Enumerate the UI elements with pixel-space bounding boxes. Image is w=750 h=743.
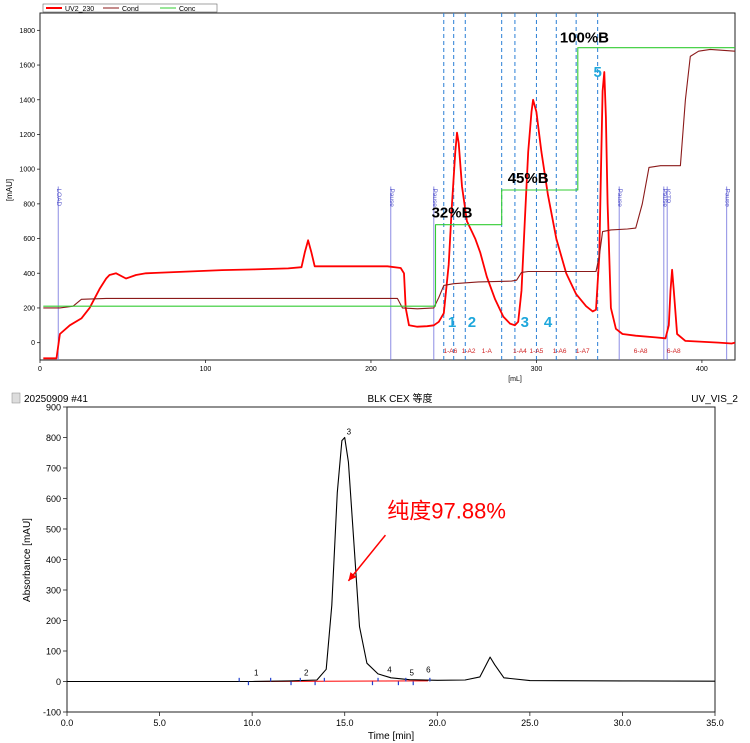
bottom-header-left: 20250909 #41: [24, 394, 88, 405]
top-x-tick-label: 200: [365, 366, 377, 373]
bottom-peak-label: 3: [347, 427, 352, 436]
bottom-axis-ticks: -100 0 100 200 300 400 500 600 700 800 900 0.0 5.0 10…: [43, 403, 724, 729]
bottom-x-tick-label: 5.0: [153, 718, 166, 728]
legend-label-cond: Cond: [122, 6, 139, 13]
top-annotation-label: 32%B: [432, 205, 473, 222]
top-annotation-label: 45%B: [508, 170, 549, 187]
bottom-x-tick-label: 35.0: [706, 718, 724, 728]
bottom-peak-label: 5: [410, 668, 415, 677]
top-legend-box: [42, 3, 218, 13]
top-y-tick-label: 800: [23, 201, 35, 208]
top-marker-label: Pause: [661, 189, 668, 208]
top-fraction-label: 1-A2: [462, 348, 476, 355]
top-annotation-label: 5: [593, 64, 601, 81]
top-series-line: [43, 48, 736, 310]
top-fraction-label: 1-A6: [553, 348, 567, 355]
top-y-tick-label: 0: [31, 340, 35, 347]
top-marker-label: Pause: [616, 189, 623, 208]
top-marker-label: Pause: [724, 189, 731, 208]
bottom-y-tick-label: 700: [46, 464, 61, 474]
top-y-tick-label: 600: [23, 236, 35, 243]
top-annotation-label: 100%B: [560, 29, 609, 46]
top-annotations: 32%B 45%B 100%B 1 2 3 4 5: [432, 29, 610, 331]
top-annotation-label: 4: [544, 314, 553, 331]
top-marker-label: LOAD: [55, 189, 62, 207]
top-fraction-label: 1-A5: [530, 348, 544, 355]
bottom-purity-arrowhead: [348, 572, 357, 581]
top-fraction-label: 6-A8: [667, 348, 681, 355]
bottom-peak-label: 2: [304, 668, 309, 677]
bottom-x-tick-label: 20.0: [429, 718, 447, 728]
bottom-y-tick-label: -100: [43, 708, 61, 718]
bottom-x-tick-label: 25.0: [521, 718, 539, 728]
top-fraction-label: 1-A7: [576, 348, 590, 355]
top-plot-frame: [39, 12, 736, 361]
bottom-y-axis-label: Absorbance [mAU]: [22, 518, 33, 602]
bottom-series-line: [67, 436, 716, 683]
bottom-purity-arrow: [347, 534, 387, 582]
bottom-purity-label: 纯度97.88%: [387, 498, 506, 523]
bottom-peak-label: 4: [387, 665, 392, 674]
hplc-chromatogram: 20250909 #41 BLK CEX 等度 UV_VIS_2 Absorba…: [11, 392, 738, 742]
legend-label-conc: Conc: [179, 6, 196, 13]
bottom-y-tick-label: 400: [46, 555, 61, 565]
top-x-tick-label: 400: [696, 366, 708, 373]
top-y-tick-label: 1600: [19, 63, 35, 70]
bottom-x-axis-label: Time [min]: [368, 731, 415, 742]
top-x-axis-label: [mL]: [508, 376, 522, 383]
top-y-axis-label: [mAU]: [5, 179, 14, 201]
top-marker-label: ICTP: [664, 189, 671, 204]
top-legend[interactable]: UV2_230 Cond Conc: [42, 3, 218, 13]
top-fraction-label: 1-A6: [444, 348, 458, 355]
bottom-x-tick-label: 30.0: [614, 718, 632, 728]
top-y-tick-label: 1000: [19, 167, 35, 174]
akta-chromatogram: UV2_230 Cond Conc [mAU] [mL] 0 200 400 600 8…: [5, 3, 736, 383]
chromatogram-doc-icon: [11, 392, 21, 404]
bottom-annotations: 1 2 3 4 5 6 纯度97.88%: [254, 427, 506, 677]
bottom-y-tick-label: 0: [56, 677, 61, 687]
top-marker-label: Pause: [431, 189, 438, 208]
bottom-y-tick-label: 600: [46, 494, 61, 504]
top-series-line: [43, 47, 735, 307]
bottom-peak-label: 6: [426, 665, 431, 674]
bottom-y-tick-label: 300: [46, 586, 61, 596]
top-annotation-label: 1: [448, 314, 456, 331]
bottom-plot-frame: [66, 406, 716, 713]
legend-label-uv: UV2_230: [65, 6, 94, 13]
top-fraction-lines: 1-A6 1-A2 1-A 1-A4 1-A5 1-A6 1-A7 6-A8 6-A8: [443, 13, 681, 360]
top-annotation-label: 2: [468, 314, 476, 331]
top-y-tick-label: 1800: [19, 28, 35, 35]
top-x-tick-label: 100: [200, 366, 212, 373]
bottom-peak-label: 1: [254, 668, 259, 677]
bottom-y-tick-label: 900: [46, 403, 61, 413]
top-y-tick-label: 1200: [19, 132, 35, 139]
bottom-y-tick-label: 100: [46, 647, 61, 657]
bottom-header-center: BLK CEX 等度: [367, 392, 432, 405]
top-annotation-label: 3: [521, 314, 529, 331]
top-x-tick-label: 300: [531, 366, 543, 373]
top-fraction-label: 1-A4: [513, 348, 527, 355]
bottom-x-tick-label: 0.0: [61, 718, 74, 728]
bottom-series-lines: [67, 436, 716, 686]
top-marker-label: Pause: [388, 189, 395, 208]
bottom-header-right: UV_VIS_2: [691, 394, 738, 405]
top-y-tick-label: 1400: [19, 97, 35, 104]
top-series-lines: [43, 47, 736, 360]
bottom-x-tick-label: 15.0: [336, 718, 354, 728]
top-fraction-label: 6-A8: [634, 348, 648, 355]
bottom-y-tick-label: 200: [46, 616, 61, 626]
bottom-y-tick-label: 500: [46, 525, 61, 535]
top-series-line: [43, 71, 736, 360]
top-x-tick-label: 0: [38, 366, 42, 373]
bottom-x-tick-label: 10.0: [243, 718, 261, 728]
top-y-tick-label: 200: [23, 305, 35, 312]
top-y-tick-label: 400: [23, 271, 35, 278]
bottom-y-tick-label: 800: [46, 433, 61, 443]
top-fraction-label: 1-A: [482, 348, 493, 355]
